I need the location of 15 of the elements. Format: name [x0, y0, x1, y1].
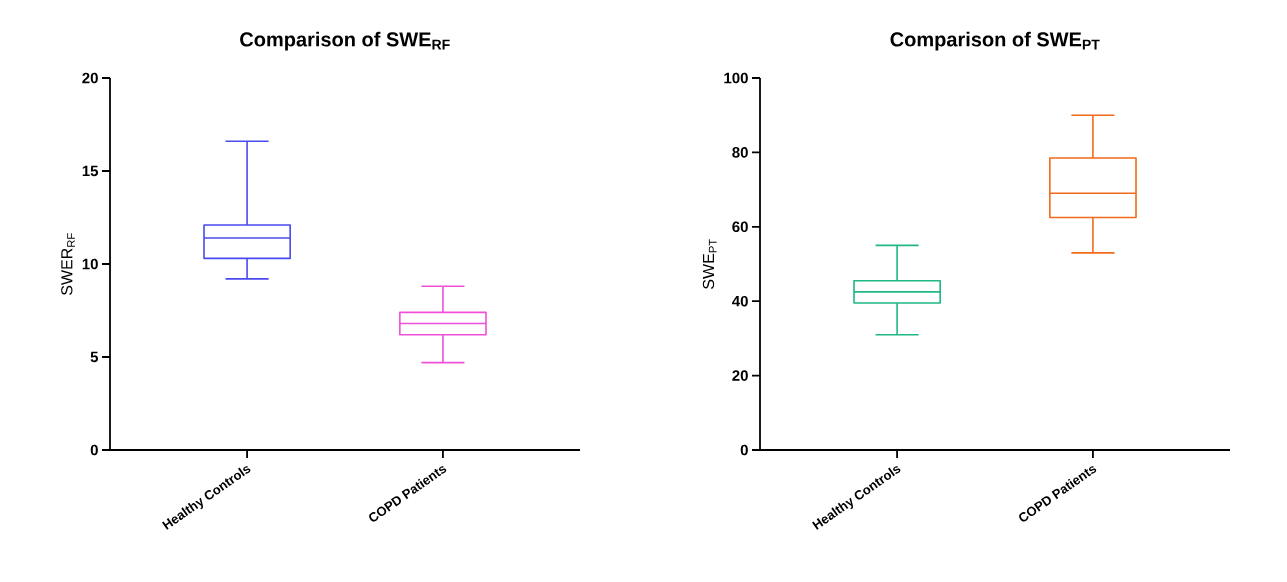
y-tick-label: 0: [740, 444, 748, 456]
y-tick-label: 5: [90, 351, 99, 363]
y-tick-label: 20: [82, 72, 98, 84]
y-tick-label: 60: [732, 221, 748, 233]
y-tick-label: 100: [724, 72, 748, 84]
y-axis-title: SWE$_{PT}$: [702, 239, 717, 289]
chart-title: Comparison of SWE$_{RF}$: [240, 31, 450, 51]
y-tick-label: 0: [90, 444, 98, 456]
y-tick-label: 80: [732, 147, 748, 158]
y-tick-label: 20: [732, 370, 748, 381]
chart-title: Comparison of SWE$_{PT}$: [890, 31, 1100, 51]
y-tick-label: 40: [732, 295, 748, 307]
y-axis-title: SWER$_{RF}$: [61, 233, 75, 295]
y-tick-label: 10: [82, 258, 98, 270]
y-tick-label: 15: [82, 165, 99, 177]
